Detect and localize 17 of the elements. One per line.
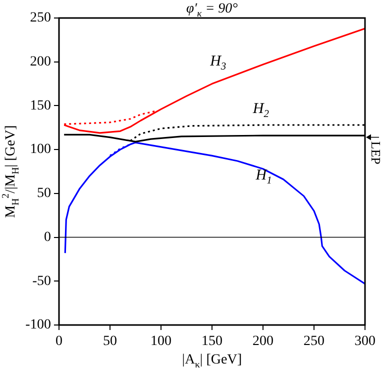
y-tick-label: 0 — [44, 230, 51, 245]
y-tick-label: -50 — [32, 274, 51, 289]
x-tick-label: 100 — [150, 334, 172, 350]
x-tick-label: 50 — [103, 334, 117, 350]
y-tick-label: 100 — [30, 142, 51, 158]
y-tick-label: 150 — [30, 98, 51, 114]
ref-line-label: LEP — [368, 141, 382, 164]
x-tick-label: 300 — [354, 334, 376, 350]
x-tick-label: 200 — [252, 334, 274, 350]
x-tick-label: 0 — [56, 334, 62, 350]
x-tick-label: 250 — [304, 334, 324, 350]
y-axis-title: MH2/|MH| [GeV] — [0, 125, 22, 218]
x-tick-label: 150 — [202, 334, 222, 350]
y-tick-label: -100 — [25, 318, 51, 333]
y-tick-label: 200 — [30, 54, 51, 70]
y-tick-label: 50 — [37, 186, 51, 202]
y-tick-label: 250 — [30, 10, 51, 26]
